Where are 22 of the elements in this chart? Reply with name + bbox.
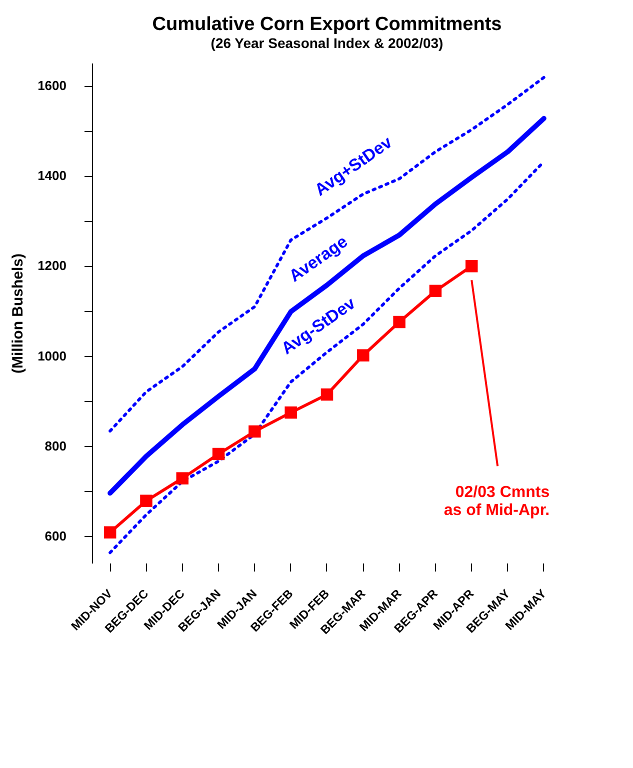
- point: [465, 260, 478, 272]
- line-series: [108, 76, 546, 433]
- y-tick-label: 1600: [38, 78, 66, 94]
- chart-subtitle: (26 Year Seasonal Index & 2002/03): [210, 35, 444, 51]
- point: [248, 425, 261, 438]
- point: [104, 526, 116, 538]
- point: [393, 316, 406, 328]
- point: [429, 284, 442, 298]
- point: [140, 494, 152, 507]
- point: [357, 349, 370, 362]
- y-tick-label: 1000: [38, 348, 66, 364]
- y-tick-label: 1400: [38, 168, 66, 184]
- point: [212, 448, 225, 460]
- y-axis-title: (Million Bushels): [10, 253, 27, 374]
- annotation: 02/03 Cmnts as of Mid-Apr.: [444, 484, 550, 520]
- point: [176, 472, 189, 484]
- point: [320, 388, 334, 401]
- chart-title: Cumulative Corn Export Commitments: [152, 14, 502, 35]
- y-tick-label: 1200: [38, 258, 66, 274]
- y-tick-label: 600: [44, 528, 66, 544]
- point: [284, 406, 297, 419]
- y-tick-label: 800: [44, 438, 66, 454]
